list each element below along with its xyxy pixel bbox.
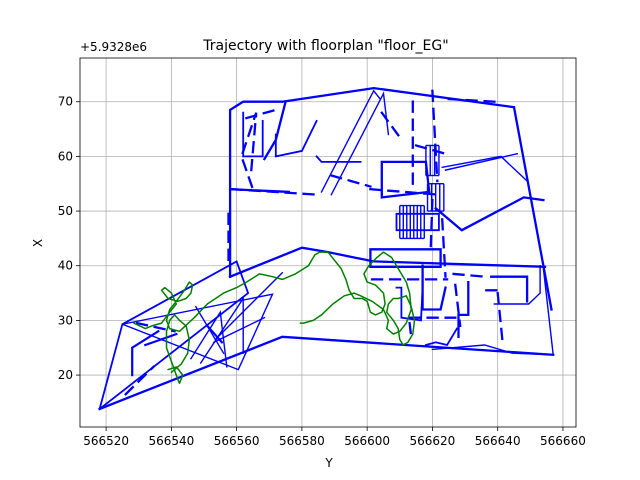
floorplan-wall bbox=[444, 152, 519, 171]
x-tick-label: 566640 bbox=[475, 434, 521, 448]
floorplan-wall bbox=[228, 86, 553, 311]
floorplan-wall bbox=[431, 344, 554, 356]
axis-ticks: 566520 566540 566560 566580 566600 566620 5666… bbox=[58, 95, 586, 448]
y-tick-label: 20 bbox=[58, 368, 73, 382]
floorplan-wall bbox=[542, 268, 554, 356]
floorplan-dashed-wall bbox=[431, 89, 439, 183]
floorplan-dashed-wall bbox=[240, 112, 258, 191]
y-tick-label: 50 bbox=[58, 204, 73, 218]
floorplan-dashed-wall bbox=[329, 174, 372, 188]
axes-frame bbox=[79, 57, 577, 428]
floorplan-dashed-wall bbox=[230, 187, 320, 196]
floorplan-wall bbox=[98, 260, 250, 411]
floorplan-dashed-wall bbox=[408, 321, 413, 339]
x-tick-label: 566580 bbox=[279, 434, 325, 448]
floorplan-wall bbox=[228, 246, 547, 279]
floorplan-wall bbox=[493, 265, 541, 305]
floorplan-wall bbox=[421, 264, 447, 311]
floorplan-wall bbox=[214, 271, 284, 341]
floorplan-wall bbox=[424, 327, 459, 347]
y-tick-label: 40 bbox=[58, 259, 73, 273]
floorplan-wall bbox=[441, 155, 529, 182]
floorplan-dashed-wall bbox=[452, 272, 486, 278]
floorplan-dashed-wall bbox=[414, 144, 447, 156]
chart-title: Trajectory with floorplan "floor_EG" bbox=[202, 38, 448, 54]
x-tick-label: 566660 bbox=[540, 434, 586, 448]
y-tick-label: 70 bbox=[58, 95, 73, 109]
floorplan-dashed-wall bbox=[454, 283, 462, 328]
trajectory-line bbox=[133, 251, 412, 335]
floorplan-dashed-wall bbox=[496, 291, 504, 344]
x-tick-label: 566600 bbox=[344, 434, 390, 448]
floorplan-wall bbox=[189, 310, 228, 368]
x-tick-label: 566520 bbox=[83, 434, 129, 448]
y-offset-label: +5.9328e6 bbox=[80, 40, 147, 54]
x-axis-label: Y bbox=[324, 456, 333, 470]
floorplan-wall bbox=[434, 196, 545, 232]
floorplan-wall bbox=[320, 89, 382, 193]
x-tick-label: 566620 bbox=[410, 434, 456, 448]
floorplan-dashed-wall bbox=[135, 321, 176, 333]
floorplan-wall bbox=[369, 248, 442, 268]
floorplan-wall bbox=[380, 160, 431, 199]
x-tick-label: 566560 bbox=[214, 434, 260, 448]
plot-area bbox=[98, 86, 555, 411]
floorplan-wall bbox=[457, 280, 470, 338]
floorplan-wall bbox=[274, 119, 318, 158]
x-tick-label: 566540 bbox=[148, 434, 194, 448]
y-tick-label: 60 bbox=[58, 149, 73, 163]
trajectory-line bbox=[165, 314, 191, 385]
floorplan-wall bbox=[131, 329, 160, 377]
floorplan-wall bbox=[143, 332, 178, 347]
y-axis-label: X bbox=[31, 239, 45, 247]
floorplan-dashed-wall bbox=[440, 218, 447, 278]
floorplan-dashed-wall bbox=[124, 365, 156, 396]
floorplan-wall bbox=[98, 335, 555, 411]
floorplan-dashed-wall bbox=[447, 97, 496, 103]
floorplan-wall bbox=[490, 275, 529, 303]
floorplan-dashed-wall bbox=[244, 108, 278, 120]
floorplan-wall bbox=[242, 111, 264, 158]
y-tick-label: 30 bbox=[58, 313, 73, 327]
floorplan-dashed-wall bbox=[380, 111, 402, 139]
trajectory-line bbox=[385, 295, 416, 346]
floorplan-wall bbox=[212, 316, 266, 344]
